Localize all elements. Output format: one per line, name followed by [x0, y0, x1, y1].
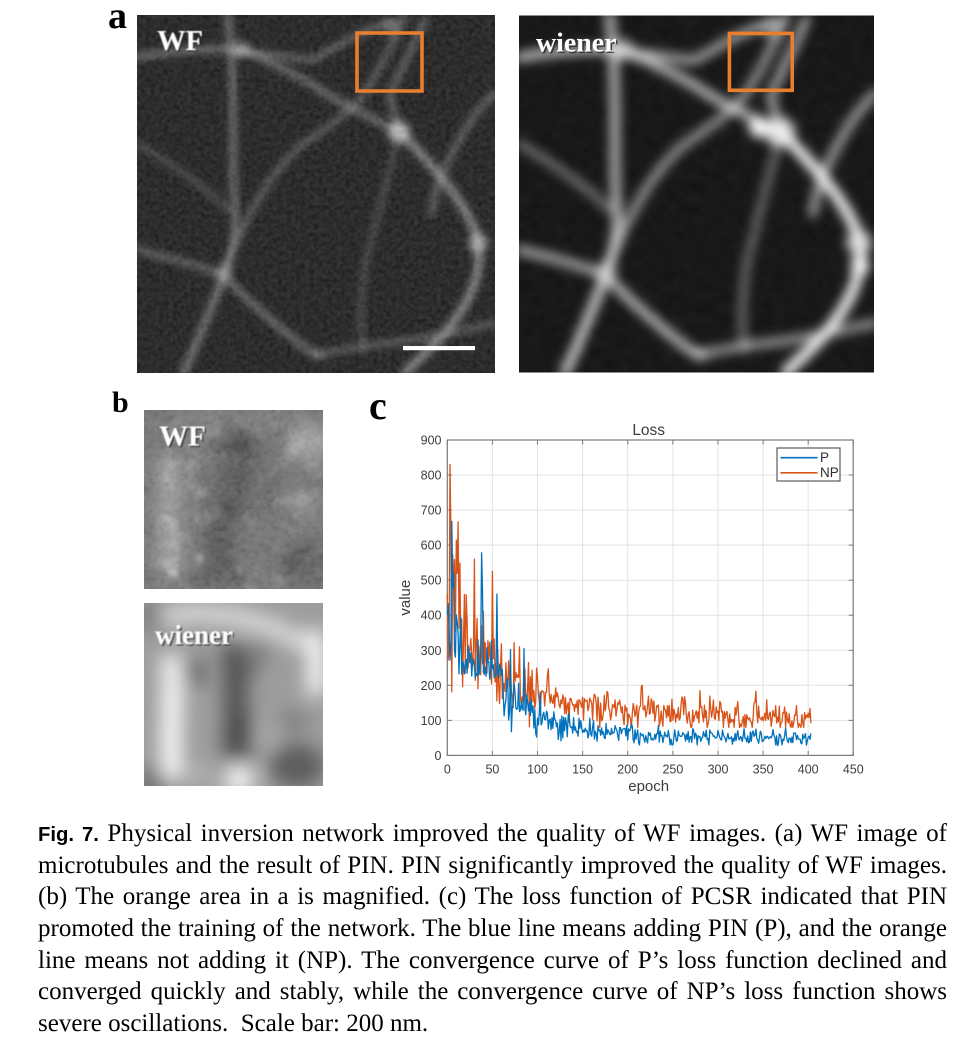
svg-text:wiener: wiener: [155, 620, 233, 650]
svg-text:Loss: Loss: [632, 422, 665, 439]
svg-text:100: 100: [421, 714, 442, 728]
svg-text:WF: WF: [159, 421, 206, 453]
svg-text:900: 900: [421, 434, 442, 448]
svg-text:0: 0: [435, 749, 442, 763]
svg-text:150: 150: [572, 763, 593, 777]
svg-text:wiener: wiener: [157, 622, 235, 652]
svg-text:NP: NP: [820, 465, 839, 480]
svg-text:700: 700: [421, 504, 442, 518]
svg-text:250: 250: [662, 763, 683, 777]
svg-text:100: 100: [527, 763, 548, 777]
svg-text:200: 200: [421, 679, 442, 693]
svg-text:350: 350: [753, 763, 774, 777]
svg-text:P: P: [820, 450, 829, 465]
svg-text:200: 200: [617, 763, 638, 777]
svg-text:400: 400: [798, 763, 819, 777]
svg-text:500: 500: [421, 574, 442, 588]
svg-text:wiener: wiener: [536, 27, 617, 58]
svg-text:600: 600: [421, 539, 442, 553]
svg-text:wiener: wiener: [538, 29, 619, 60]
svg-text:epoch: epoch: [628, 778, 669, 795]
svg-text:0: 0: [444, 763, 451, 777]
svg-text:WF: WF: [157, 26, 203, 57]
svg-text:value: value: [397, 580, 414, 616]
svg-text:300: 300: [421, 644, 442, 658]
svg-text:800: 800: [421, 469, 442, 483]
svg-text:WF: WF: [161, 422, 208, 454]
svg-text:WF: WF: [159, 27, 205, 58]
svg-text:300: 300: [708, 763, 729, 777]
svg-text:400: 400: [421, 609, 442, 623]
svg-text:50: 50: [485, 763, 499, 777]
svg-text:450: 450: [843, 763, 864, 777]
